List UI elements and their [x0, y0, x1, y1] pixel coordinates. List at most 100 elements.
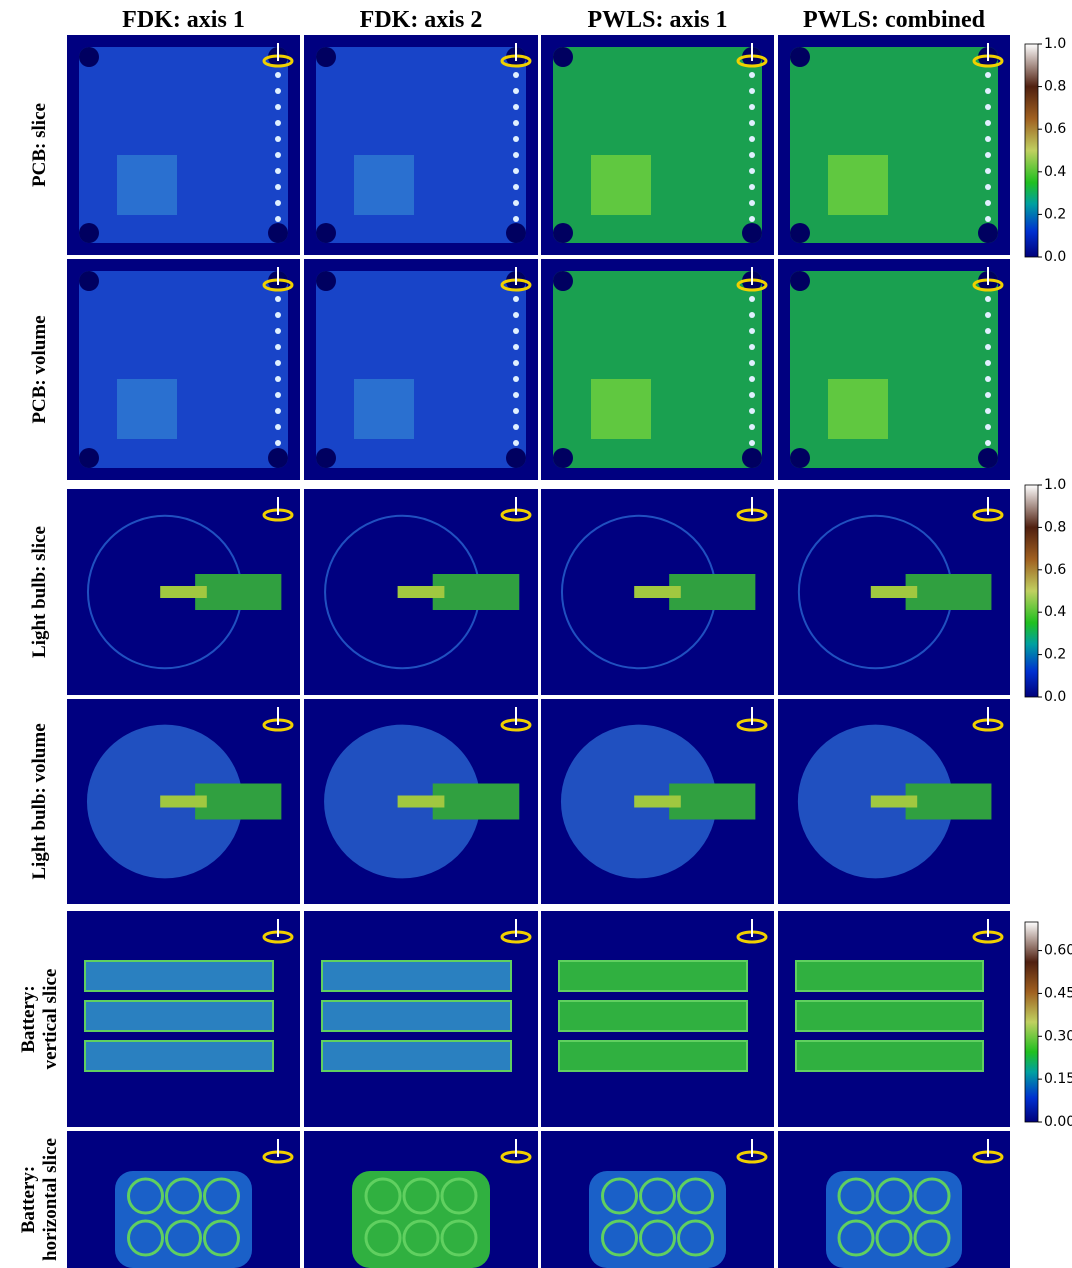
- pin: [749, 312, 755, 318]
- pin: [275, 136, 281, 142]
- pin: [513, 184, 519, 190]
- cell: [559, 1001, 747, 1031]
- pin: [275, 88, 281, 94]
- pin: [275, 120, 281, 126]
- pin: [275, 184, 281, 190]
- bulb-base: [195, 574, 281, 610]
- cell: [796, 1001, 983, 1031]
- hole: [316, 47, 336, 67]
- pin: [985, 360, 991, 366]
- pin: [749, 200, 755, 206]
- hole: [79, 271, 99, 291]
- image-panel: [67, 699, 300, 904]
- pin: [513, 104, 519, 110]
- bulb-base: [195, 784, 281, 820]
- pin: [985, 168, 991, 174]
- pin: [513, 136, 519, 142]
- colorbar: [1025, 44, 1038, 257]
- pin: [749, 120, 755, 126]
- image-panel: [304, 35, 538, 255]
- hole: [790, 271, 810, 291]
- bulb-stem: [871, 586, 917, 598]
- bulb-stem: [871, 796, 917, 808]
- hole: [790, 448, 810, 468]
- row-label: vertical slice: [40, 969, 61, 1070]
- hole: [978, 448, 998, 468]
- cell: [322, 1001, 511, 1031]
- pin: [749, 88, 755, 94]
- pin: [275, 296, 281, 302]
- hole: [742, 223, 762, 243]
- colorbar-tick-label: 0.6: [1044, 562, 1066, 578]
- colorbar-tick-label: 0.15: [1044, 1071, 1072, 1087]
- colorbar-tick-label: 0.8: [1044, 519, 1066, 535]
- bulb-stem: [634, 796, 681, 808]
- pin: [749, 296, 755, 302]
- pin: [985, 72, 991, 78]
- image-panel: [541, 259, 774, 480]
- pin: [749, 152, 755, 158]
- pin: [749, 344, 755, 350]
- cell: [559, 1041, 747, 1071]
- pin: [513, 296, 519, 302]
- image-panel: [67, 259, 300, 480]
- colorbar-tick-label: 0.4: [1044, 164, 1066, 180]
- board-region: [591, 155, 651, 215]
- pin: [275, 328, 281, 334]
- pin: [985, 184, 991, 190]
- row-label: Battery:: [18, 1166, 39, 1234]
- pin: [275, 168, 281, 174]
- pin: [513, 168, 519, 174]
- colorbar-tick-label: 1.0: [1044, 36, 1066, 52]
- bulb-base: [433, 574, 520, 610]
- pin: [275, 440, 281, 446]
- pin: [985, 424, 991, 430]
- image-panel: [778, 259, 1010, 480]
- pin: [275, 152, 281, 158]
- row-label: horizontal slice: [40, 1138, 61, 1261]
- image-panel: [67, 1131, 300, 1268]
- pin: [749, 360, 755, 366]
- hole: [553, 223, 573, 243]
- board: [79, 47, 288, 243]
- pin: [985, 344, 991, 350]
- pin: [749, 216, 755, 222]
- pin: [985, 216, 991, 222]
- pin: [985, 312, 991, 318]
- hole: [790, 47, 810, 67]
- image-panel: [541, 699, 774, 904]
- pin: [275, 312, 281, 318]
- pin: [749, 424, 755, 430]
- cell: [85, 961, 273, 991]
- bulb-base: [906, 574, 992, 610]
- cell: [322, 961, 511, 991]
- colorbar-tick-label: 0.00: [1044, 1114, 1072, 1130]
- colorbar-tick-label: 0.4: [1044, 604, 1066, 620]
- colorbar-tick-label: 0.0: [1044, 249, 1066, 265]
- colorbar-tick-label: 0.0: [1044, 689, 1066, 705]
- colorbar-tick-label: 0.2: [1044, 647, 1066, 663]
- pin: [749, 72, 755, 78]
- colorbar: [1025, 922, 1038, 1122]
- cell: [796, 961, 983, 991]
- bulb-base: [669, 574, 755, 610]
- bulb-stem: [160, 586, 207, 598]
- pin: [985, 296, 991, 302]
- board: [790, 47, 998, 243]
- hole: [268, 448, 288, 468]
- cell: [85, 1041, 273, 1071]
- pin: [275, 104, 281, 110]
- pin: [513, 424, 519, 430]
- pin: [275, 216, 281, 222]
- row-label: PCB: volume: [29, 315, 50, 423]
- bulb-stem: [634, 586, 681, 598]
- pin: [985, 376, 991, 382]
- image-panel: [67, 911, 300, 1127]
- colorbar-tick-label: 0.8: [1044, 79, 1066, 95]
- board-region: [117, 379, 177, 439]
- pin: [275, 360, 281, 366]
- pin: [749, 136, 755, 142]
- board: [79, 271, 288, 468]
- cell: [85, 1001, 273, 1031]
- pin: [513, 344, 519, 350]
